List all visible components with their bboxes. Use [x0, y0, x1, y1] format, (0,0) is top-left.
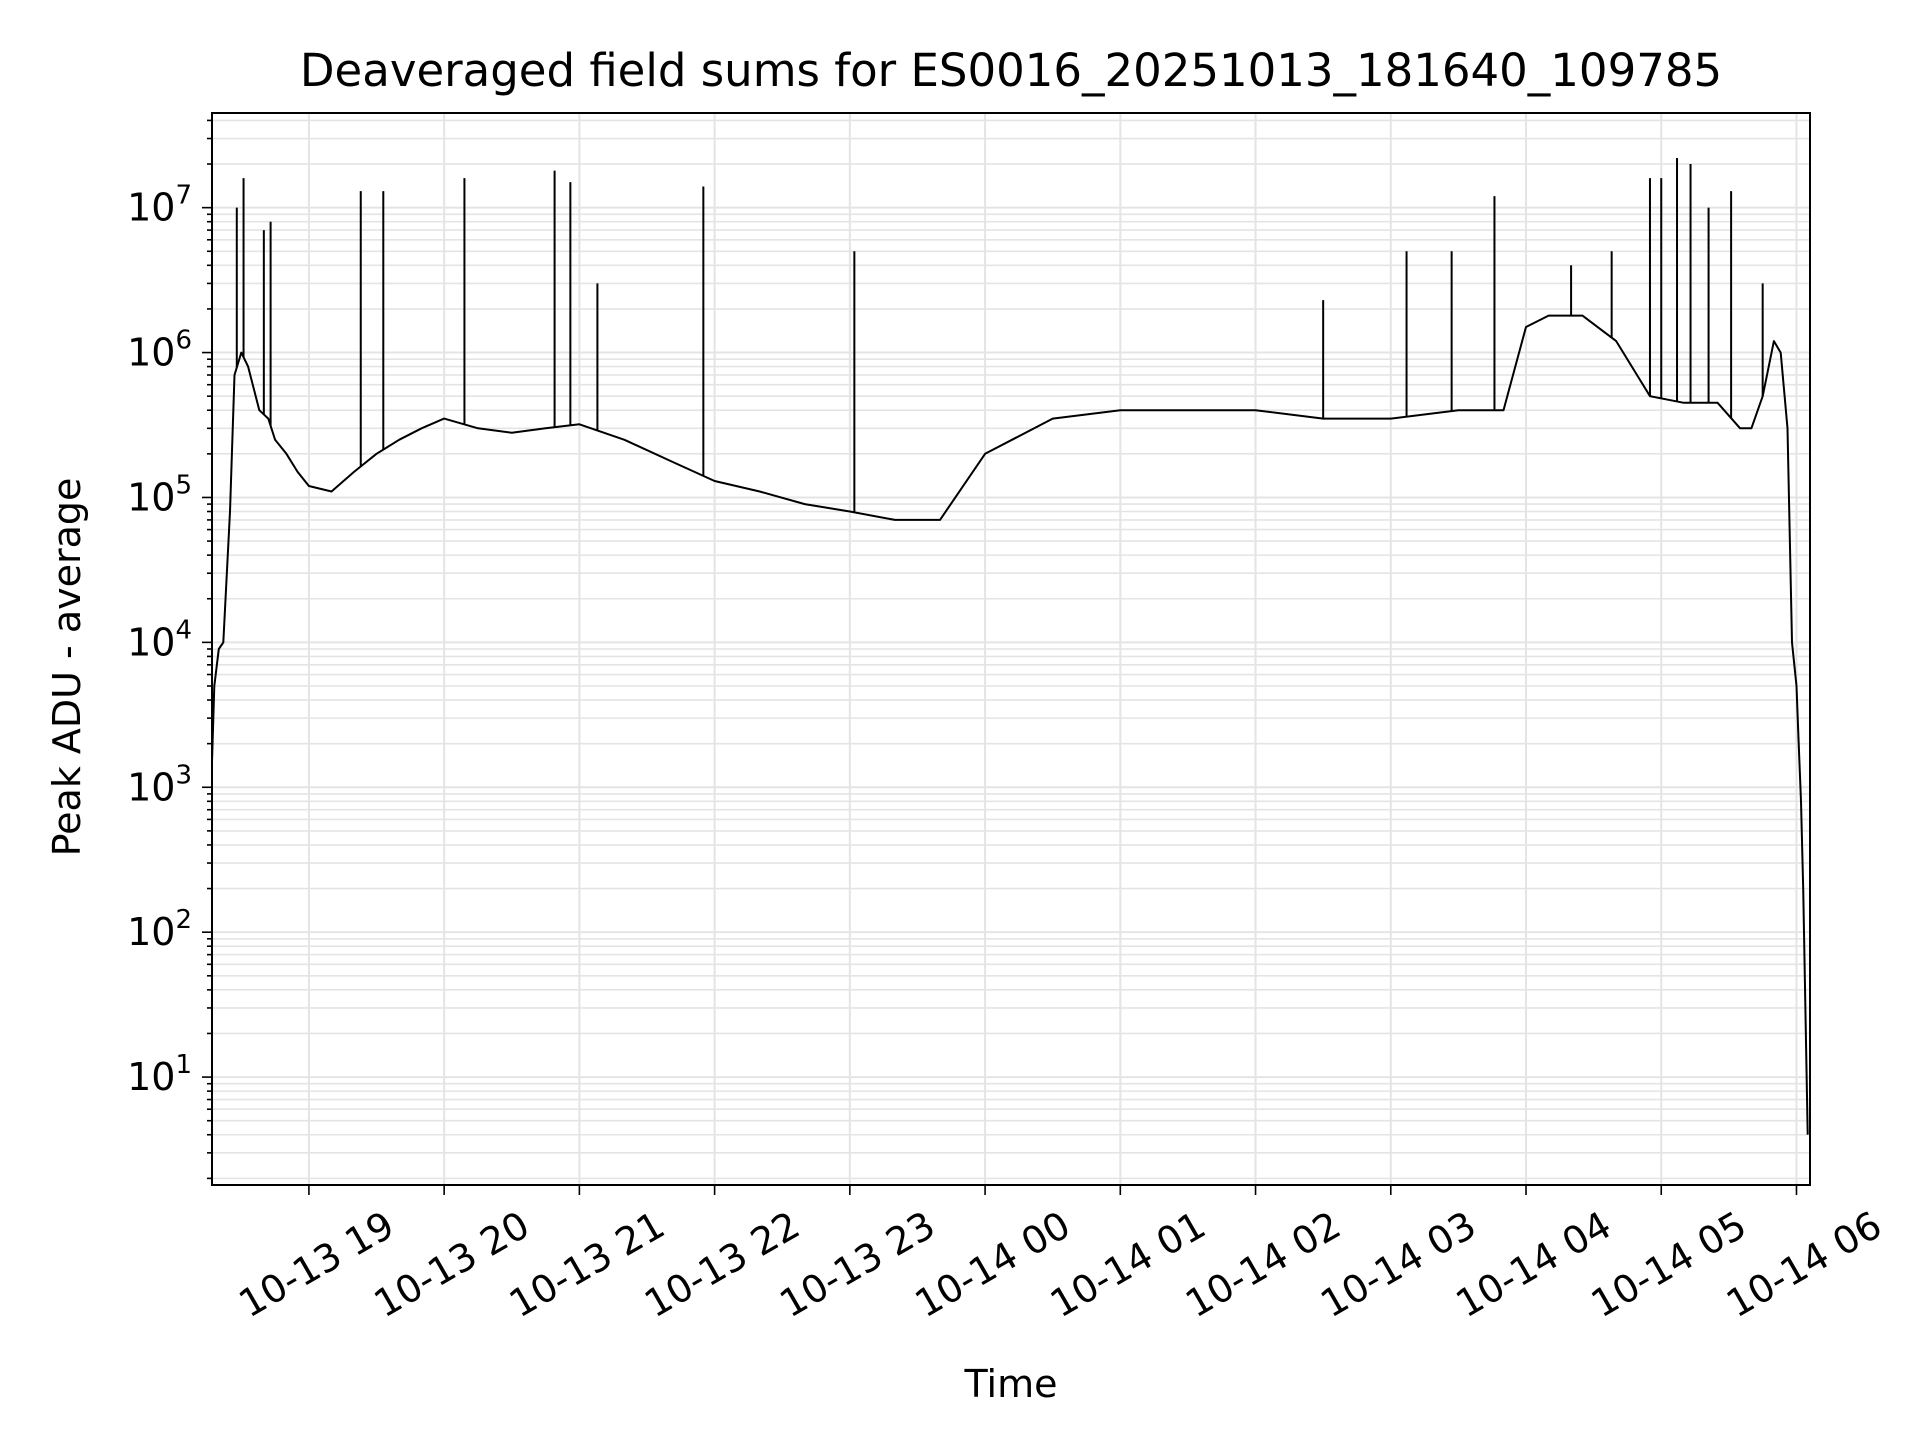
y-tick-label: 101 — [127, 1050, 192, 1099]
chart-title: Deaveraged field sums for ES0016_2025101… — [300, 44, 1722, 97]
series-line — [211, 314, 1809, 1135]
y-tick-label: 106 — [127, 326, 192, 375]
y-tick-label: 102 — [127, 905, 192, 954]
y-tick-label: 107 — [127, 181, 192, 230]
y-tick-label: 103 — [127, 760, 192, 809]
x-axis-label: Time — [964, 1362, 1058, 1406]
grid — [212, 113, 1810, 1185]
data-series — [211, 158, 1809, 1135]
y-axis-label: Peak ADU - average — [45, 478, 89, 857]
y-tick-label: 104 — [127, 615, 192, 664]
y-tick-label: 105 — [127, 470, 192, 519]
